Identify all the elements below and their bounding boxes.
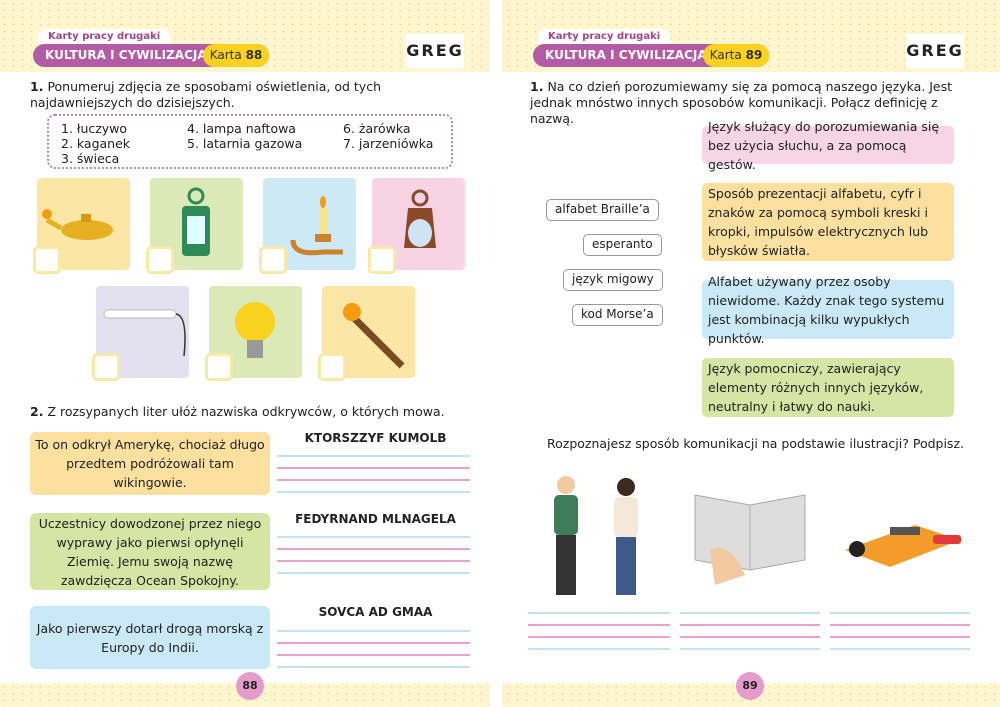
answer-checkbox[interactable] xyxy=(368,246,396,274)
task1-instruction: 1. Na co dzień porozumiewamy się za pomo… xyxy=(530,79,953,126)
word-chip[interactable]: esperanto xyxy=(583,234,662,256)
greg-logo: GREG xyxy=(406,34,464,68)
word-chip[interactable]: kod Morse’a xyxy=(572,304,663,326)
answer-checkbox[interactable] xyxy=(33,246,61,274)
list-item: 7. jarzeniówka xyxy=(343,136,434,151)
series-label: Karty pracy drugaki xyxy=(38,29,171,44)
word-chip[interactable]: alfabet Braille’a xyxy=(546,199,659,221)
greg-logo: GREG xyxy=(906,34,964,68)
answer-checkbox[interactable] xyxy=(259,246,287,274)
list-item: 3. świeca xyxy=(61,151,120,166)
karta-badge: Karta 89 xyxy=(703,44,769,67)
section-pill: KULTURA I CYWILIZACJA Karta 89 xyxy=(533,44,769,67)
page-number: 88 xyxy=(236,672,264,700)
scrambled-name: KTORSZZYF KUMOLB xyxy=(304,431,447,445)
clue-box: Uczestnicy dowodzonej przez niego wypraw… xyxy=(30,513,270,590)
list-item: 2. kaganek xyxy=(61,136,131,151)
lighting-word-list: 1. łuczywo 2. kaganek 3. świeca 4. lampa n… xyxy=(47,114,453,169)
definition-box[interactable]: Sposób prezentacji alfabetu, cyfr i znak… xyxy=(702,183,954,261)
section-pill: KULTURA I CYWILIZACJA Karta 88 xyxy=(33,44,269,67)
list-item: 4. lampa naftowa xyxy=(187,121,296,136)
definition-box[interactable]: Alfabet używany przez osoby niewidome. K… xyxy=(702,274,954,346)
list-item: 5. latarnia gazowa xyxy=(187,136,303,151)
definition-box[interactable]: Język służący do porozumiewania się bez … xyxy=(702,119,954,172)
answer-checkbox[interactable] xyxy=(318,353,346,381)
question-text: Rozpoznajesz sposób komunikacji na podst… xyxy=(547,436,964,451)
page-number: 89 xyxy=(736,672,764,700)
braille-book-icon xyxy=(690,480,810,594)
answer-checkbox[interactable] xyxy=(92,353,120,381)
scrambled-name: SOVCA AD GMAA xyxy=(318,605,433,619)
task2-instruction: 2. Z rozsypanych liter ułóż nazwiska odk… xyxy=(30,404,445,419)
list-item: 1. łuczywo xyxy=(61,121,128,136)
section-title: KULTURA I CYWILIZACJA xyxy=(545,48,707,62)
answer-checkbox[interactable] xyxy=(205,353,233,381)
sign-language-people-icon xyxy=(538,465,658,604)
karta-badge: Karta 88 xyxy=(203,44,269,67)
word-chip[interactable]: język migowy xyxy=(563,269,663,291)
answer-checkbox[interactable] xyxy=(146,246,174,274)
list-item: 6. żarówka xyxy=(343,121,411,136)
task1-instruction: 1. Ponumeruj zdjęcia ze sposobami oświet… xyxy=(30,79,381,110)
series-label: Karty pracy drugaki xyxy=(538,29,671,44)
clue-box: To on odkrył Amerykę, chociaż długo prze… xyxy=(30,432,270,495)
scrambled-name: FEDYRNAND MLNAGELA xyxy=(295,512,456,526)
page-gutter xyxy=(490,0,502,707)
section-title: KULTURA I CYWILIZACJA xyxy=(45,48,207,62)
definition-box[interactable]: Język pomocniczy, zawierający elementy r… xyxy=(702,358,954,417)
telegraph-key-icon xyxy=(835,505,970,579)
clue-box: Jako pierwszy dotarł drogą morską z Euro… xyxy=(30,606,270,669)
